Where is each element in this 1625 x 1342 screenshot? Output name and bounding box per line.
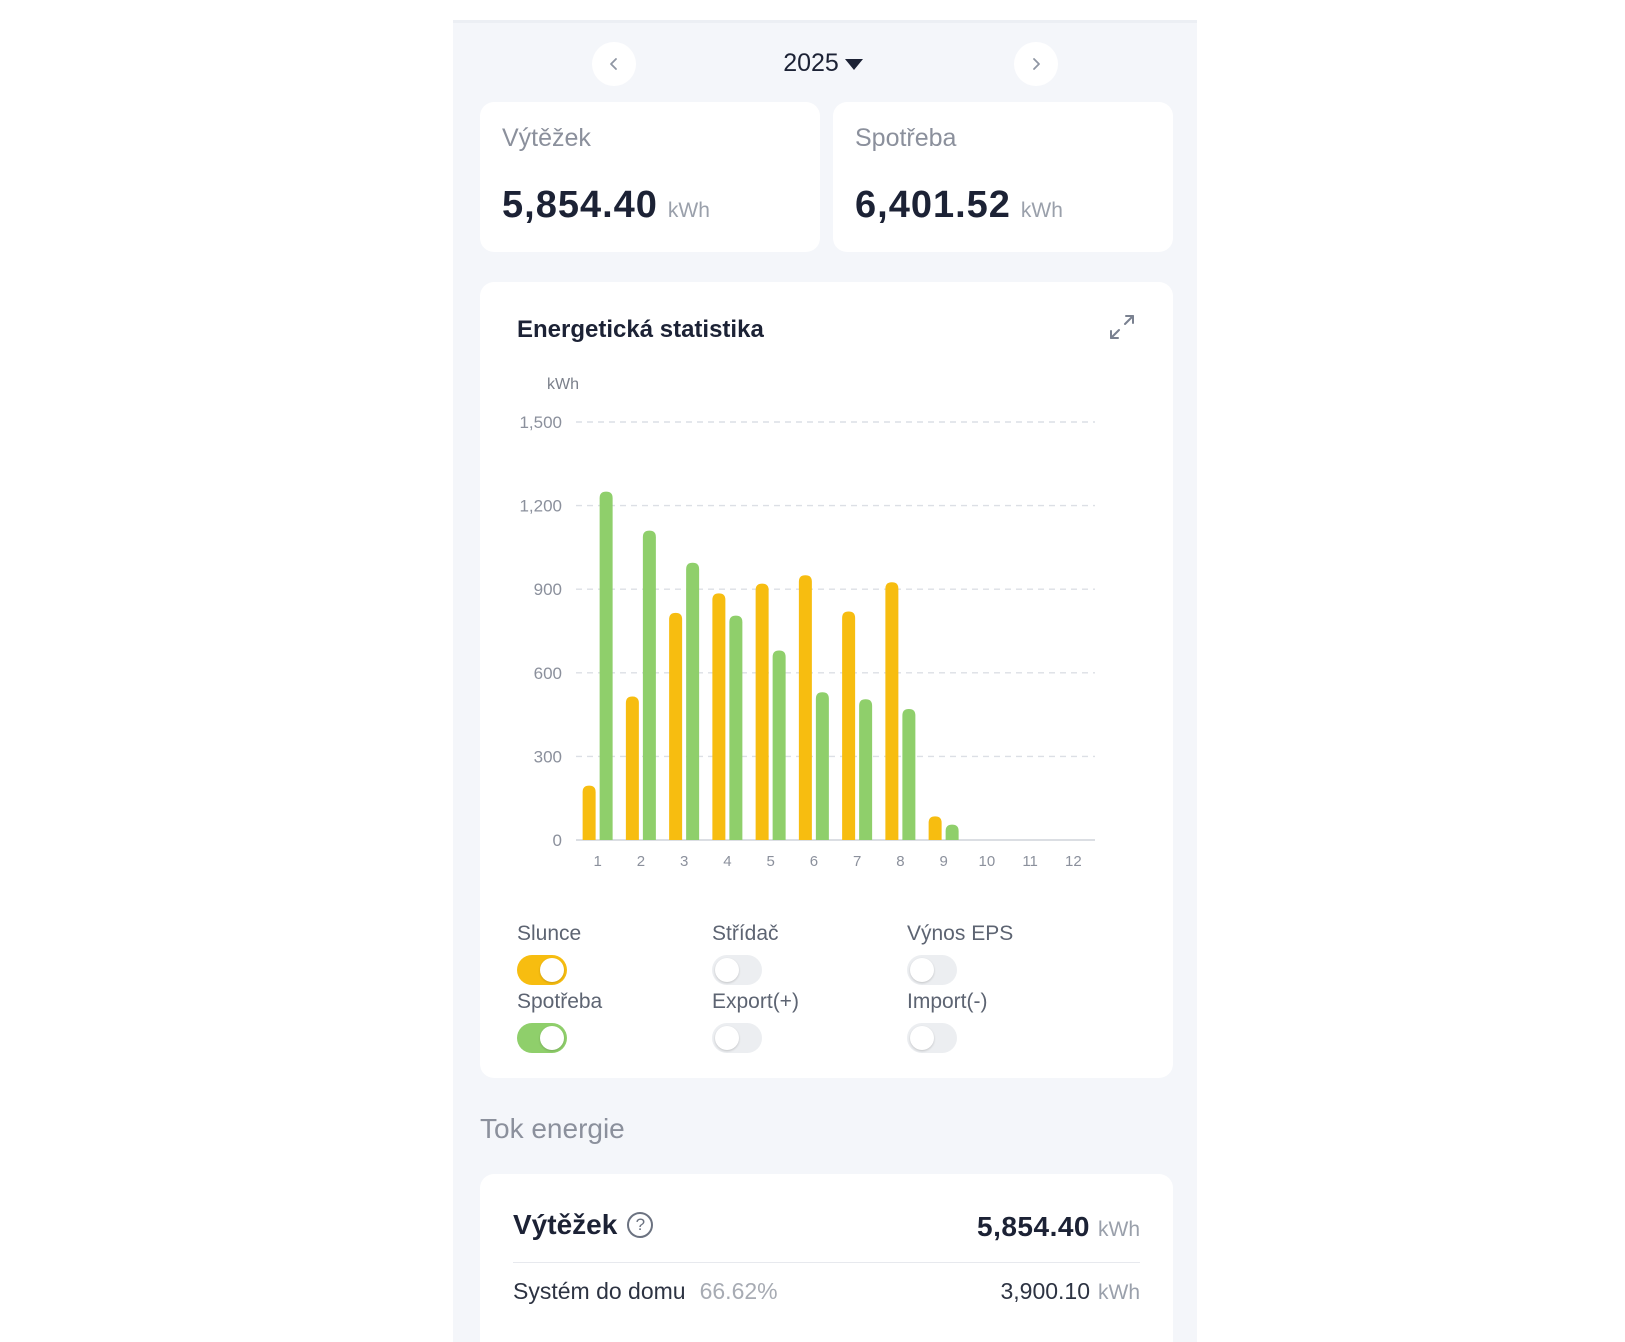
bar-slunce bbox=[842, 611, 856, 840]
expand-button[interactable] bbox=[1107, 312, 1137, 342]
flow-row-percent: 66.62% bbox=[699, 1278, 778, 1304]
switch-slunce[interactable] bbox=[517, 955, 567, 985]
yield-summary-unit: kWh bbox=[667, 199, 710, 222]
x-tick-label: 9 bbox=[939, 853, 947, 870]
y-tick-label: 300 bbox=[534, 747, 562, 766]
energy-statistics-card: Energetická statistika kWh 0 300 600 900 1,20… bbox=[480, 282, 1173, 1078]
x-tick-label: 4 bbox=[723, 853, 731, 870]
y-tick-label: 900 bbox=[534, 580, 562, 599]
bar-spotreba bbox=[815, 692, 829, 840]
yield-summary-value: 5,854.40 bbox=[502, 184, 658, 226]
bar-spotreba bbox=[945, 824, 959, 840]
x-tick-label: 6 bbox=[810, 853, 818, 870]
x-tick-label: 5 bbox=[766, 853, 774, 870]
previous-year-button[interactable] bbox=[592, 42, 636, 86]
toggle-import: Import(-) bbox=[907, 990, 1097, 1060]
top-edge bbox=[453, 20, 1197, 23]
switch-export[interactable] bbox=[712, 1023, 762, 1053]
flow-row-label: Systém do domu bbox=[513, 1278, 686, 1304]
toggle-label-stridac: Střídač bbox=[712, 922, 779, 945]
flow-yield-label: Výtěžek bbox=[513, 1209, 618, 1240]
consumption-summary-label: Spotřeba bbox=[855, 124, 957, 152]
yield-summary-label: Výtěžek bbox=[502, 124, 591, 152]
bar-spotreba bbox=[772, 650, 786, 840]
toggle-export: Export(+) bbox=[712, 990, 902, 1060]
bar-spotreba bbox=[642, 530, 656, 840]
bar-spotreba bbox=[686, 562, 700, 840]
bar-slunce bbox=[885, 582, 899, 840]
bar-slunce bbox=[928, 816, 942, 840]
x-tick-label: 11 bbox=[1022, 853, 1038, 870]
x-tick-label: 1 bbox=[593, 853, 601, 870]
y-tick-label: 600 bbox=[534, 664, 562, 683]
switch-spotreba[interactable] bbox=[517, 1023, 567, 1053]
energy-flow-title: Tok energie bbox=[480, 1113, 625, 1144]
switch-vynos-eps[interactable] bbox=[907, 955, 957, 985]
bar-slunce bbox=[625, 696, 639, 840]
toggle-label-slunce: Slunce bbox=[517, 922, 582, 945]
caret-down-icon bbox=[844, 59, 863, 70]
toggle-stridac: Střídač bbox=[712, 922, 902, 992]
toggle-vynos-eps: Výnos EPS bbox=[907, 922, 1097, 992]
year-label: 2025 bbox=[783, 48, 839, 77]
switch-stridac[interactable] bbox=[712, 955, 762, 985]
x-tick-label: 12 bbox=[1065, 853, 1082, 870]
flow-yield-unit: kWh bbox=[1098, 1218, 1140, 1241]
consumption-summary-unit: kWh bbox=[1020, 199, 1063, 222]
energy-flow-card: Výtěžek ? 5,854.40 kWh Systém do domu 66… bbox=[480, 1174, 1173, 1342]
chevron-left-icon bbox=[610, 58, 617, 70]
bar-spotreba bbox=[859, 699, 873, 840]
switch-import[interactable] bbox=[907, 1023, 957, 1053]
divider bbox=[513, 1262, 1140, 1263]
bar-slunce bbox=[669, 612, 683, 840]
app-screen: 2025 Výtěžek 5,854.40 kWh Spotřeba 6,401… bbox=[453, 20, 1197, 1342]
flow-yield-value: 5,854.40 bbox=[977, 1211, 1090, 1242]
bar-slunce bbox=[755, 583, 769, 840]
toggle-slunce: Slunce bbox=[517, 922, 707, 992]
x-tick-label: 3 bbox=[680, 853, 688, 870]
next-year-button[interactable] bbox=[1014, 42, 1058, 86]
x-tick-label: 2 bbox=[637, 853, 645, 870]
bar-slunce bbox=[798, 575, 812, 840]
x-tick-label: 7 bbox=[853, 853, 861, 870]
consumption-summary-card: Spotřeba 6,401.52 kWh bbox=[833, 102, 1173, 252]
toggle-spotreba: Spotřeba bbox=[517, 990, 707, 1060]
bar-slunce bbox=[712, 593, 726, 840]
year-dropdown[interactable]: 2025 bbox=[773, 48, 873, 78]
toggle-label-spotreba: Spotřeba bbox=[517, 990, 603, 1013]
y-tick-label: 0 bbox=[553, 831, 562, 850]
flow-row-value: 3,900.10 bbox=[1000, 1278, 1090, 1304]
bar-spotreba bbox=[729, 615, 743, 840]
bar-spotreba bbox=[902, 709, 916, 840]
consumption-summary-value: 6,401.52 bbox=[855, 184, 1011, 226]
y-axis-unit-label: kWh bbox=[547, 376, 579, 393]
toggle-label-import: Import(-) bbox=[907, 990, 988, 1013]
y-tick-label: 1,500 bbox=[519, 413, 562, 432]
y-tick-label: 1,200 bbox=[519, 497, 562, 516]
x-tick-label: 10 bbox=[979, 853, 996, 870]
toggle-label-export: Export(+) bbox=[712, 990, 799, 1013]
yield-summary-card: Výtěžek 5,854.40 kWh bbox=[480, 102, 820, 252]
chart-title: Energetická statistika bbox=[517, 316, 764, 343]
x-tick-label: 8 bbox=[896, 853, 904, 870]
bar-spotreba bbox=[599, 491, 613, 840]
chevron-right-icon bbox=[1033, 58, 1040, 70]
toggle-label-vynos-eps: Výnos EPS bbox=[907, 922, 1014, 945]
help-icon[interactable]: ? bbox=[627, 1212, 654, 1238]
bar-slunce bbox=[582, 785, 596, 840]
flow-row-unit: kWh bbox=[1098, 1281, 1140, 1304]
expand-icon bbox=[1110, 315, 1134, 339]
